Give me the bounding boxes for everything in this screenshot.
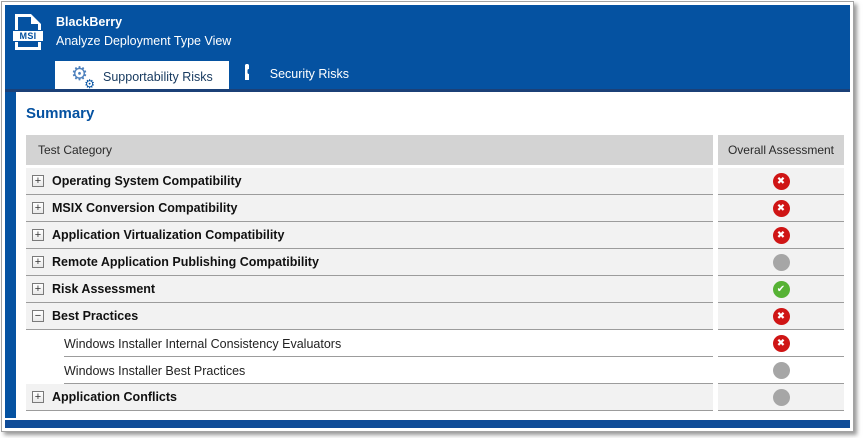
status-none-icon bbox=[772, 388, 790, 406]
table-row: + Application Virtualization Compatibili… bbox=[26, 222, 844, 249]
row-label: Remote Application Publishing Compatibil… bbox=[52, 255, 319, 269]
assessment-cell: ✖ bbox=[718, 330, 844, 357]
assessment-cell bbox=[718, 357, 844, 384]
column-header-test-category: Test Category bbox=[26, 135, 713, 165]
category-cell[interactable]: + Application Conflicts bbox=[26, 384, 713, 411]
category-cell[interactable]: Windows Installer Best Practices bbox=[26, 357, 713, 384]
assessment-cell: ✖ bbox=[718, 303, 844, 330]
assessment-cell: ✖ bbox=[718, 195, 844, 222]
table-row: + Risk Assessment ✔ bbox=[26, 276, 844, 303]
assessment-table: Test Category Overall Assessment + Opera… bbox=[26, 135, 844, 411]
assessment-cell bbox=[718, 384, 844, 411]
summary-pane: Summary Test Category Overall Assessment… bbox=[5, 92, 850, 418]
column-header-overall-assessment: Overall Assessment bbox=[718, 135, 844, 165]
summary-heading: Summary bbox=[26, 105, 95, 122]
app-header: MSI BlackBerry Analyze Deployment Type V… bbox=[12, 12, 231, 52]
status-fail-icon: ✖ bbox=[772, 172, 790, 190]
assessment-cell bbox=[718, 249, 844, 276]
status-fail-icon: ✖ bbox=[772, 334, 790, 352]
row-label: MSIX Conversion Compatibility bbox=[52, 201, 238, 215]
expander-icon[interactable]: + bbox=[32, 391, 44, 403]
status-none-icon bbox=[772, 253, 790, 271]
row-label: Windows Installer Internal Consistency E… bbox=[64, 336, 342, 351]
package-title: BlackBerry bbox=[56, 15, 123, 29]
category-cell[interactable]: Windows Installer Internal Consistency E… bbox=[26, 330, 713, 357]
table-row: + Remote Application Publishing Compatib… bbox=[26, 249, 844, 276]
view-subtitle: Analyze Deployment Type View bbox=[56, 34, 232, 48]
category-cell[interactable]: + Application Virtualization Compatibili… bbox=[26, 222, 713, 249]
tab-label: Supportability Risks bbox=[103, 69, 213, 84]
row-label: Application Virtualization Compatibility bbox=[52, 228, 285, 242]
lock-icon bbox=[244, 63, 261, 80]
row-label: Best Practices bbox=[52, 309, 139, 323]
category-cell[interactable]: − Best Practices bbox=[26, 303, 713, 330]
category-cell[interactable]: + Risk Assessment bbox=[26, 276, 713, 303]
category-cell[interactable]: + Remote Application Publishing Compatib… bbox=[26, 249, 713, 276]
bottom-accent-bar bbox=[5, 420, 850, 428]
row-label: Risk Assessment bbox=[52, 282, 156, 296]
table-row: Windows Installer Internal Consistency E… bbox=[26, 330, 844, 357]
status-pass-icon: ✔ bbox=[772, 280, 790, 298]
status-none-icon bbox=[772, 361, 790, 379]
tab-bar: ⚙ ⚙ Supportability Risks Security Risks bbox=[55, 58, 365, 92]
table-row: − Best Practices ✖ bbox=[26, 303, 844, 330]
table-header-row: Test Category Overall Assessment bbox=[26, 135, 844, 165]
expander-icon[interactable]: + bbox=[32, 229, 44, 241]
gears-icon: ⚙ ⚙ bbox=[71, 62, 95, 91]
analyze-view-window: MSI BlackBerry Analyze Deployment Type V… bbox=[1, 1, 854, 432]
row-label: Application Conflicts bbox=[52, 390, 177, 404]
row-label: Windows Installer Best Practices bbox=[64, 363, 246, 378]
table-row: + Operating System Compatibility ✖ bbox=[26, 168, 844, 195]
msi-badge-label: MSI bbox=[12, 30, 44, 42]
table-body: + Operating System Compatibility ✖ + MSI… bbox=[26, 168, 844, 411]
assessment-cell: ✔ bbox=[718, 276, 844, 303]
header-band: MSI BlackBerry Analyze Deployment Type V… bbox=[5, 5, 850, 92]
expander-icon[interactable]: + bbox=[32, 175, 44, 187]
table-row: + Application Conflicts bbox=[26, 384, 844, 411]
tab-supportability-risks[interactable]: ⚙ ⚙ Supportability Risks bbox=[55, 61, 229, 92]
expander-icon[interactable]: − bbox=[32, 310, 44, 322]
assessment-cell: ✖ bbox=[718, 168, 844, 195]
table-row: Windows Installer Best Practices bbox=[26, 357, 844, 384]
table-row: + MSIX Conversion Compatibility ✖ bbox=[26, 195, 844, 222]
assessment-cell: ✖ bbox=[718, 222, 844, 249]
msi-file-icon: MSI bbox=[12, 14, 44, 52]
expander-icon[interactable]: + bbox=[32, 283, 44, 295]
category-cell[interactable]: + MSIX Conversion Compatibility bbox=[26, 195, 713, 222]
status-fail-icon: ✖ bbox=[772, 307, 790, 325]
header-titles: BlackBerry Analyze Deployment Type View bbox=[56, 12, 231, 52]
category-cell[interactable]: + Operating System Compatibility bbox=[26, 168, 713, 195]
doc-fold-corner bbox=[31, 14, 41, 24]
status-fail-icon: ✖ bbox=[772, 226, 790, 244]
tab-security-risks[interactable]: Security Risks bbox=[229, 58, 365, 89]
tab-label: Security Risks bbox=[269, 66, 349, 81]
status-fail-icon: ✖ bbox=[772, 199, 790, 217]
expander-icon[interactable]: + bbox=[32, 202, 44, 214]
row-label: Operating System Compatibility bbox=[52, 174, 242, 188]
expander-icon[interactable]: + bbox=[32, 256, 44, 268]
